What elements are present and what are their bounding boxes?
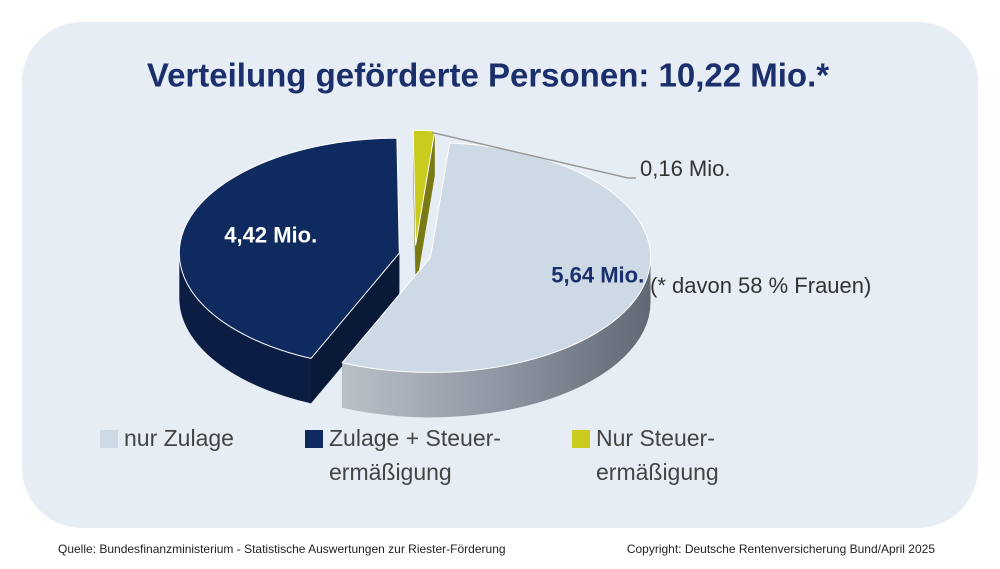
legend-label: Zulage + Steuer-ermäßigung bbox=[329, 425, 501, 485]
legend-swatch bbox=[305, 430, 323, 448]
value-label: 5,64 Mio. bbox=[551, 262, 644, 287]
slice bbox=[341, 142, 651, 373]
slice bbox=[412, 129, 436, 246]
slice-side bbox=[179, 253, 312, 404]
value-label: 4,42 Mio. bbox=[224, 222, 317, 247]
slice bbox=[178, 137, 400, 359]
copyright: Copyright: Deutsche Rentenversicherung B… bbox=[627, 542, 936, 556]
slice-side bbox=[342, 257, 651, 418]
source: Quelle: Bundesfinanzministerium - Statis… bbox=[58, 542, 506, 556]
legend-label: nur Zulage bbox=[124, 425, 234, 451]
leader-line bbox=[431, 131, 636, 179]
legend-label: Nur Steuer-ermäßigung bbox=[596, 425, 719, 485]
slice-cut-face bbox=[415, 130, 435, 291]
value-label: 0,16 Mio. bbox=[640, 156, 731, 181]
chart-title: Verteilung geförderte Personen: 10,22 Mi… bbox=[147, 57, 829, 94]
slice-cut-face bbox=[311, 253, 400, 404]
pie: 5,64 Mio. 4,42 Mio. 0,16 Mio. bbox=[178, 129, 731, 418]
legend-swatch bbox=[572, 430, 590, 448]
note: (* davon 58 % Frauen) bbox=[650, 273, 871, 298]
legend-swatch bbox=[100, 430, 118, 448]
legend: nur Zulage Zulage + Steuer-ermäßigung Nur … bbox=[100, 425, 719, 485]
